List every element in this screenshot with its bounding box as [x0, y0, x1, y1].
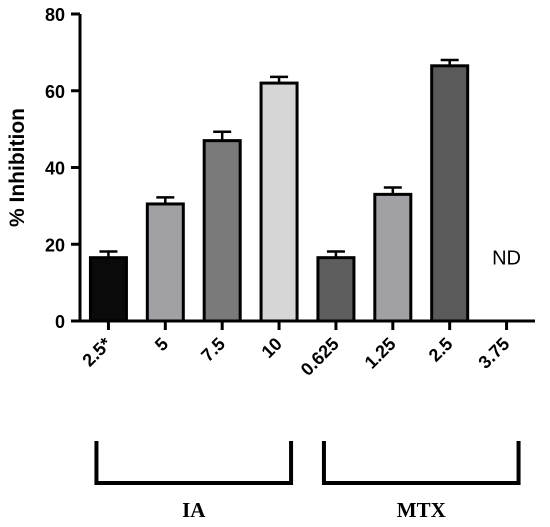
bars — [88, 58, 470, 323]
y-tick-label: 60 — [45, 82, 65, 102]
group-label: MTX — [397, 498, 446, 522]
y-axis-title: % Inhibition — [6, 108, 29, 227]
y-tick-label: 80 — [45, 5, 65, 25]
bar — [259, 81, 299, 323]
y-axis: 0 20 40 60 80 % Inhibition — [6, 5, 82, 332]
bar — [202, 139, 242, 323]
group-label: IA — [182, 498, 206, 522]
y-tick-label: 40 — [45, 159, 65, 179]
x-tick-label: 5 — [151, 334, 172, 355]
y-tick-label: 0 — [55, 312, 65, 332]
x-tick-label: 10 — [258, 334, 286, 362]
bar — [430, 64, 470, 323]
x-axis: 2.5* 5 7.5 10 0.625 1.25 2.5 3.75 — [78, 319, 535, 380]
bar — [316, 256, 356, 323]
group-bracket — [94, 441, 294, 485]
annotations: ND — [492, 248, 521, 270]
x-tick-label: 2.5 — [425, 334, 457, 366]
x-tick-label: 2.5* — [78, 334, 115, 371]
group-bracket — [321, 441, 521, 485]
x-tick-label: 0.625 — [297, 334, 343, 380]
x-tick-label: 7.5 — [197, 334, 229, 366]
nd-annotation: ND — [492, 248, 521, 270]
x-tick-label: 3.75 — [474, 334, 513, 373]
group-brackets: IA MTX — [94, 441, 521, 522]
bar — [373, 192, 413, 323]
y-tick-label: 20 — [45, 235, 65, 255]
bar — [88, 256, 128, 323]
bar — [145, 202, 185, 323]
x-tick-label: 1.25 — [361, 334, 400, 373]
